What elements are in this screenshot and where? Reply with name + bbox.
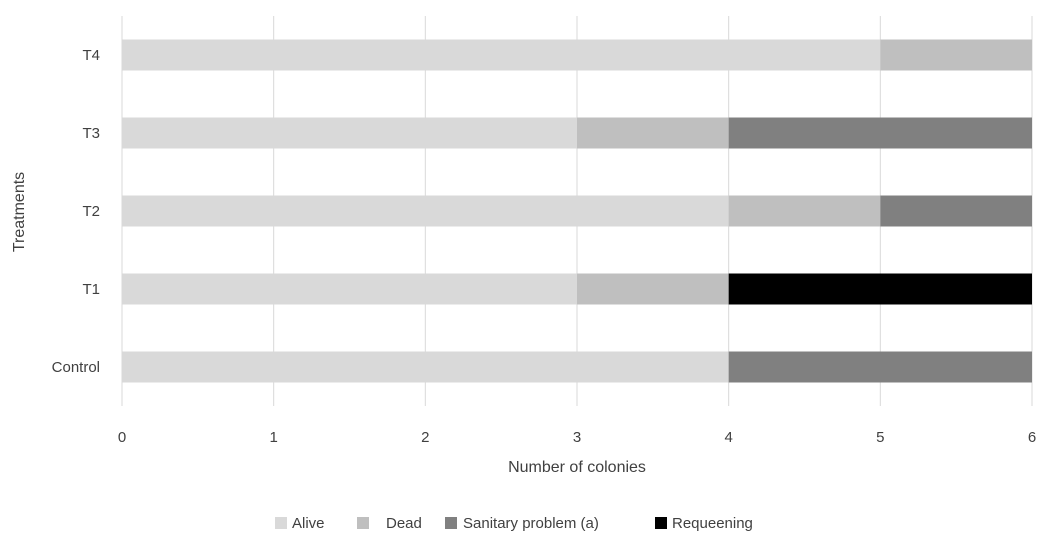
- x-axis-title: Number of colonies: [508, 459, 646, 476]
- y-tick-label: T2: [82, 203, 100, 220]
- bar-group: [122, 39, 1032, 383]
- y-axis-title: Treatments: [11, 172, 28, 252]
- x-tick-label: 0: [118, 429, 126, 446]
- legend-swatch: [275, 517, 287, 529]
- legend-swatch: [655, 517, 667, 529]
- bar-t2-dead: [728, 195, 881, 227]
- bar-t1-dead: [577, 273, 729, 305]
- y-tick-label: T1: [82, 281, 100, 298]
- y-tick-label: Control: [52, 359, 100, 376]
- x-tick-labels: 0 1 2 3 4 5 6: [118, 429, 1036, 446]
- legend-label: Dead: [386, 515, 422, 532]
- y-tick-labels: Control T1 T2 T3 T4: [52, 47, 100, 376]
- bar-t3-alive: [122, 117, 577, 149]
- bar-control-sanitary-problem-a: [728, 351, 1032, 383]
- x-tick-label: 2: [421, 429, 429, 446]
- legend-label: Alive: [292, 515, 325, 532]
- bar-t3-sanitary-problem-a: [728, 117, 1032, 149]
- bar-t4-alive: [122, 39, 881, 71]
- bar-t1-alive: [122, 273, 577, 305]
- legend-label: Sanitary problem (a): [463, 515, 599, 532]
- x-tick-label: 1: [269, 429, 277, 446]
- y-tick-label: T4: [82, 47, 100, 64]
- x-tick-label: 5: [876, 429, 884, 446]
- legend-swatch: [445, 517, 457, 529]
- bar-t2-alive: [122, 195, 729, 227]
- legend-label: Requeening: [672, 515, 753, 532]
- y-tick-label: T3: [82, 125, 100, 142]
- legend: Alive Dead Sanitary problem (a) Requeening: [275, 515, 753, 532]
- bar-t2-sanitary-problem-a: [880, 195, 1032, 227]
- x-tick-label: 4: [724, 429, 732, 446]
- x-tick-label: 6: [1028, 429, 1036, 446]
- bar-t3-dead: [577, 117, 729, 149]
- bar-control-alive: [122, 351, 729, 383]
- bar-t4-dead: [880, 39, 1032, 71]
- x-tick-label: 3: [573, 429, 581, 446]
- legend-swatch: [357, 517, 369, 529]
- bar-t1-requeening: [728, 273, 1032, 305]
